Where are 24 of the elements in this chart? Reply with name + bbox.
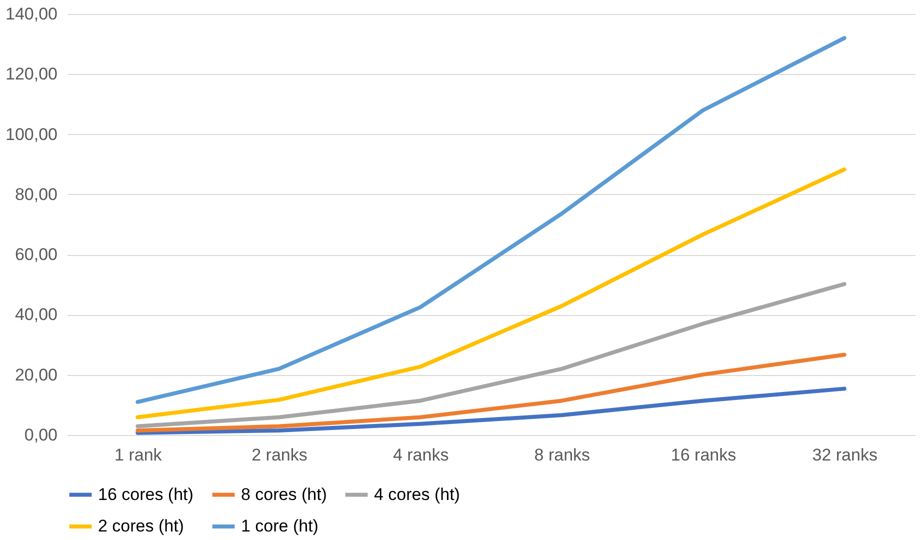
y-tick-label: 40,00 (14, 305, 58, 324)
y-tick-label: 80,00 (14, 184, 58, 204)
y-tick-label: 120,00 (6, 64, 58, 84)
y-tick-label: 100,00 (6, 124, 58, 144)
y-tick-label: 0,00 (24, 426, 58, 444)
x-tick-label: 8 ranks (534, 446, 590, 464)
y-tick-label: 60,00 (14, 245, 58, 264)
x-tick-label: 16 ranks (670, 446, 736, 464)
legend-label: 1 core (ht) (241, 516, 318, 536)
x-tick-label: 4 ranks (392, 446, 449, 464)
y-tick-label: 20,00 (14, 365, 58, 384)
line-series (136, 386, 846, 435)
legend-label: 2 cores (ht) (98, 516, 184, 536)
legend-label: 16 cores (ht) (98, 484, 194, 504)
legend-label: 4 cores (ht) (374, 484, 460, 504)
line-series (136, 36, 846, 404)
line-series (136, 282, 846, 428)
x-tick-label: 2 ranks (252, 446, 308, 464)
x-tick-label: 1 rank (114, 446, 162, 464)
legend-label: 8 cores (ht) (241, 484, 327, 504)
line-series (136, 167, 846, 420)
x-tick-label: 32 ranks (812, 446, 878, 464)
line-series (136, 352, 846, 432)
y-tick-label: 140,00 (6, 4, 58, 24)
